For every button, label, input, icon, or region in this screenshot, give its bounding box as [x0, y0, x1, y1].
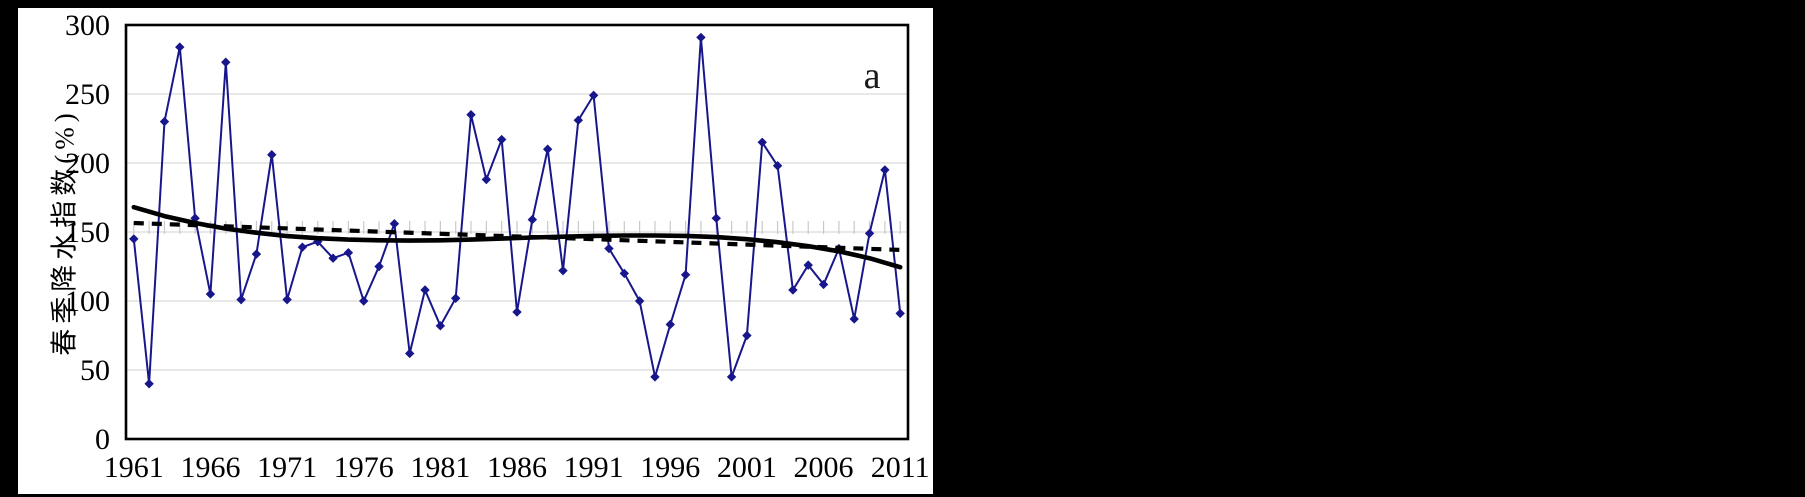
data-point-marker: [236, 294, 246, 305]
data-point-marker: [405, 348, 415, 359]
x-tick-label: 1961: [104, 451, 164, 484]
data-point-marker: [221, 57, 231, 67]
data-point-marker: [849, 314, 859, 324]
data-point-marker: [742, 330, 752, 341]
x-tick-labels: 1961 1966 1971 1976 1981 1986 1991 1996 2001 2006…: [104, 451, 930, 484]
data-point-marker: [144, 379, 154, 389]
plot-border: [124, 23, 910, 441]
y-tick-label: 50: [80, 354, 110, 387]
data-point-marker: [726, 372, 737, 382]
data-point-marker: [159, 116, 170, 127]
data-point-marker: [619, 268, 629, 279]
data-point-marker: [803, 260, 813, 270]
data-point-marker: [573, 115, 584, 125]
x-tick-label: 1976: [334, 451, 394, 484]
data-point-marker: [435, 321, 446, 331]
data-point-marker: [389, 219, 400, 229]
data-point-marker: [604, 243, 614, 254]
y-tick-label: 100: [65, 285, 110, 318]
data-point-marker: [129, 234, 139, 244]
y-tick-label: 300: [65, 9, 110, 42]
y-tick-label: 200: [65, 147, 110, 180]
data-point-marker: [864, 228, 875, 239]
y-axis-title: 春季降水指数(%): [49, 108, 80, 356]
data-point-marker: [297, 242, 308, 252]
data-point-marker: [650, 372, 660, 382]
data-point-marker: [512, 307, 522, 317]
x-tick-label: 1996: [640, 451, 700, 484]
x-tick-label: 2001: [717, 451, 777, 484]
x-tick-label: 1966: [180, 451, 240, 484]
data-point-marker: [175, 42, 185, 52]
data-point-marker: [496, 134, 507, 145]
x-tick-label: 1981: [410, 451, 470, 484]
figure-panel: 0 50 100 150 200 250 300 1961 1966 1971 1976 1981 19…: [18, 8, 933, 494]
data-point-marker: [205, 289, 216, 299]
panel-label: a: [863, 55, 881, 97]
x-tick-label: 1971: [257, 451, 317, 484]
data-point-marker: [420, 285, 430, 295]
data-point-marker: [374, 261, 384, 272]
x-tick-label: 1991: [564, 451, 624, 484]
data-point-marker: [267, 150, 277, 160]
data-point-marker: [680, 270, 691, 280]
data-point-marker: [527, 214, 538, 225]
data-point-marker: [772, 161, 783, 171]
data-point-marker: [895, 308, 905, 319]
data-point-marker: [588, 90, 599, 101]
data-point-marker: [634, 296, 645, 306]
x-tick-label: 2011: [871, 451, 930, 484]
data-point-marker: [788, 285, 798, 295]
data-point-marker: [711, 213, 721, 223]
y-tick-label: 250: [65, 78, 110, 111]
data-point-marker: [466, 110, 476, 120]
y-tick-labels: 0 50 100 150 200 250 300: [65, 9, 110, 456]
data-point-marker: [343, 248, 354, 258]
data-point-marker: [251, 249, 262, 259]
data-point-marker: [450, 293, 461, 303]
data-point-marker: [359, 296, 369, 306]
data-series-line: [132, 37, 902, 384]
data-point-marker: [328, 253, 338, 263]
y-tick-label: 150: [65, 216, 110, 249]
data-point-marker: [665, 319, 675, 330]
data-point-marker: [818, 279, 829, 290]
x-tick-label: 1986: [487, 451, 547, 484]
x-tick-label: 2006: [794, 451, 854, 484]
data-point-marker: [696, 32, 706, 43]
data-point-markers: [129, 32, 905, 389]
data-point-marker: [558, 265, 568, 276]
data-point-marker: [481, 174, 492, 185]
polynomial-trend-line: [131, 204, 903, 270]
data-point-marker: [757, 137, 767, 147]
data-point-marker: [880, 165, 890, 175]
data-point-marker: [282, 294, 292, 305]
data-point-marker: [542, 144, 553, 154]
y-tick-label: 0: [95, 423, 110, 456]
